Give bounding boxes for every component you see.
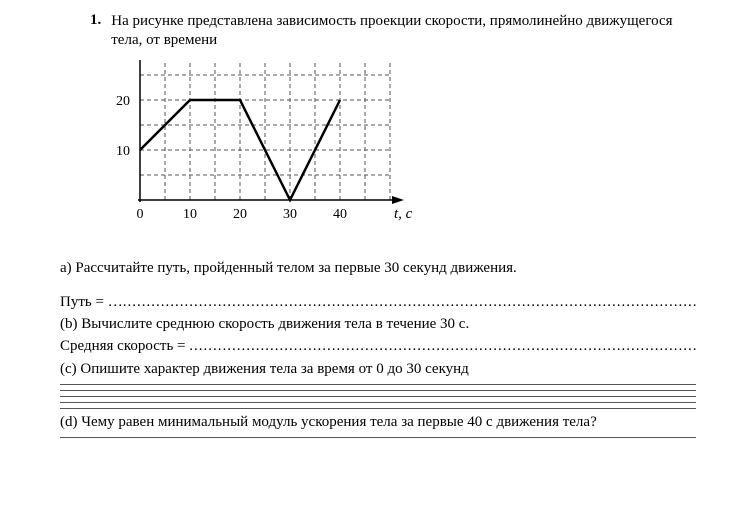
answer-rule-5: [60, 408, 696, 409]
answer-rule-2: [60, 390, 696, 391]
question-prompt: На рисунке представлена зависимость прое…: [111, 12, 706, 50]
answer-rule-3: [60, 396, 696, 397]
part-c-text: (с) Опишите характер движения тела за вр…: [60, 359, 696, 379]
svg-text:t, с: t, с: [394, 206, 413, 222]
answer-rule-1: [60, 384, 696, 385]
question-number: 1.: [90, 12, 101, 50]
answer-rule-6: [60, 437, 696, 438]
part-b-text: (b) Вычислите среднюю скорость движения …: [60, 314, 696, 334]
svg-text:20: 20: [116, 94, 130, 109]
question-body: а) Рассчитайте путь, пройденный телом за…: [60, 258, 696, 439]
question-header: 1. На рисунке представлена зависимость п…: [90, 12, 706, 50]
svg-text:20: 20: [233, 207, 247, 222]
part-b-prefix: Средняя скорость =: [60, 338, 189, 354]
part-d-text: (d) Чему равен минимальный модуль ускоре…: [60, 412, 696, 432]
velocity-time-chart: υₓ, м/сt, с0102030401020: [85, 60, 706, 240]
svg-text:10: 10: [116, 144, 130, 159]
part-b-answer-line: Средняя скорость = .....................…: [60, 336, 696, 356]
svg-text:30: 30: [283, 207, 297, 222]
part-a-answer-line: Путь = …................................…: [60, 292, 696, 312]
part-b-fill-dots: ........................................…: [189, 338, 696, 354]
part-a-fill-dots: ........................................…: [123, 294, 696, 310]
answer-rule-4: [60, 402, 696, 403]
svg-text:40: 40: [333, 207, 347, 222]
page: 1. На рисунке представлена зависимость п…: [0, 0, 736, 459]
part-a-prefix: Путь = …: [60, 294, 123, 310]
svg-text:0: 0: [137, 207, 144, 222]
part-a-text: а) Рассчитайте путь, пройденный телом за…: [60, 258, 696, 278]
svg-text:10: 10: [183, 207, 197, 222]
